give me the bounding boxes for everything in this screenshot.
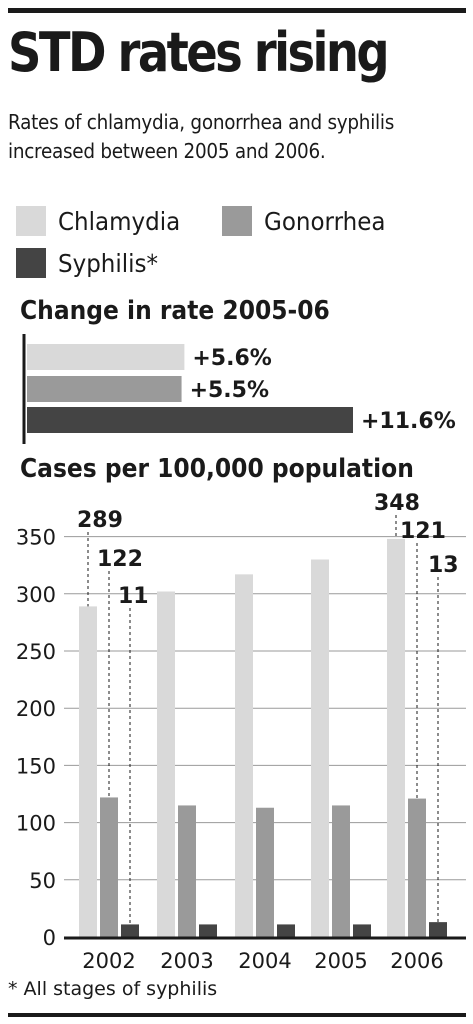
legend-label-syphilis: Syphilis* xyxy=(58,248,159,278)
x-tick-label-2004: 2004 xyxy=(238,949,291,973)
legend-swatch-chlamydia xyxy=(16,206,46,236)
annotation-chlamydia-2006: 348 xyxy=(374,491,420,516)
bar-chlamydia-2005 xyxy=(311,559,329,937)
x-tick-label-2006: 2006 xyxy=(390,949,443,973)
x-tick-label-2005: 2005 xyxy=(314,949,367,973)
y-tick-label-50: 50 xyxy=(29,869,56,893)
y-tick-label-250: 250 xyxy=(16,640,56,664)
page-title: STD rates rising xyxy=(8,21,390,84)
y-tick-label-150: 150 xyxy=(16,754,56,778)
page-subtitle: Rates of chlamydia, gonorrhea and syphil… xyxy=(8,110,395,163)
y-tick-label-100: 100 xyxy=(16,812,56,836)
y-tick-label-0: 0 xyxy=(43,926,56,950)
y-tick-label-300: 300 xyxy=(16,583,56,607)
bar-gonorrhea-2004 xyxy=(256,807,274,937)
legend-label-chlamydia: Chlamydia xyxy=(58,206,181,236)
bar-gonorrhea-2002 xyxy=(100,797,118,937)
legend-item-chlamydia: Chlamydia xyxy=(16,206,191,236)
bar-gonorrhea-2003 xyxy=(178,805,196,937)
bar-chlamydia-2006 xyxy=(387,538,405,937)
change-label-syphilis: +11.6% xyxy=(361,409,456,434)
annotation-gonorrhea-2006: 121 xyxy=(400,519,446,544)
change-bar-syphilis xyxy=(27,407,353,433)
annotation-gonorrhea-2002: 122 xyxy=(97,547,143,572)
bar-gonorrhea-2006 xyxy=(408,798,426,937)
footnote: * All stages of syphilis xyxy=(8,978,218,1000)
bar-chlamydia-2002 xyxy=(79,606,97,937)
legend-swatch-syphilis xyxy=(16,248,46,278)
cases-chart-title: Cases per 100,000 population xyxy=(20,454,414,484)
top-rule xyxy=(8,8,466,13)
bar-syphilis-2003 xyxy=(199,924,217,937)
bar-chlamydia-2004 xyxy=(235,574,253,937)
change-label-chlamydia: +5.6% xyxy=(192,346,271,371)
legend-swatch-gonorrhea xyxy=(222,206,252,236)
change-label-gonorrhea: +5.5% xyxy=(190,378,269,403)
change-bar-gonorrhea xyxy=(27,376,182,402)
x-tick-label-2002: 2002 xyxy=(82,949,135,973)
bar-syphilis-2006 xyxy=(429,922,447,937)
bar-syphilis-2002 xyxy=(121,924,139,937)
annotation-chlamydia-2002: 289 xyxy=(77,508,123,533)
legend-item-gonorrhea: Gonorrhea xyxy=(222,206,396,236)
legend-label-gonorrhea: Gonorrhea xyxy=(264,206,386,236)
legend-item-syphilis: Syphilis* xyxy=(16,248,167,278)
bar-syphilis-2004 xyxy=(277,924,295,937)
change-chart-title: Change in rate 2005-06 xyxy=(20,296,330,326)
x-tick-label-2003: 2003 xyxy=(160,949,213,973)
bar-gonorrhea-2005 xyxy=(332,805,350,937)
y-tick-label-350: 350 xyxy=(16,526,56,550)
annotation-syphilis-2006: 13 xyxy=(428,553,459,578)
y-tick-label-200: 200 xyxy=(16,697,56,721)
change-bar-chlamydia xyxy=(27,344,185,370)
annotation-syphilis-2002: 11 xyxy=(118,584,149,609)
bottom-rule xyxy=(8,1013,466,1017)
bar-chlamydia-2003 xyxy=(157,591,175,937)
bar-syphilis-2005 xyxy=(353,924,371,937)
